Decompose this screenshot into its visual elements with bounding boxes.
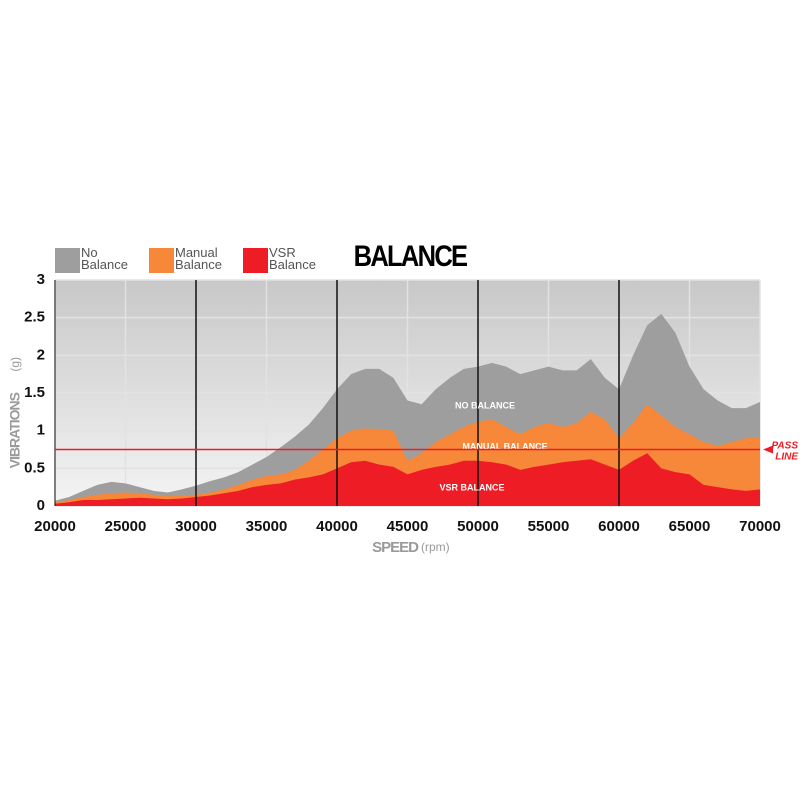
annotation: VSR BALANCE: [439, 482, 504, 492]
overlay: NO BALANCE MANUAL BALANCE VSR BALANCE: [54, 280, 760, 506]
x-tick-label: 40000: [316, 518, 358, 535]
legend-swatch: [149, 248, 174, 273]
x-tick-label: 50000: [457, 518, 499, 535]
legend-label: Manual Balance: [175, 245, 222, 272]
areas: [55, 313, 760, 506]
legend-label: VSR Balance: [269, 245, 316, 272]
y-axis-unit: (g): [8, 357, 22, 372]
y-tick-label: 2: [37, 346, 45, 363]
x-tick-label: 35000: [246, 518, 288, 535]
y-tick-label: 3: [37, 271, 45, 288]
y-tick-label: 0: [37, 497, 45, 514]
x-tick-label: 30000: [175, 518, 217, 535]
chart-title: BALANCE: [354, 239, 468, 272]
x-tick-label: 60000: [598, 518, 640, 535]
y-axis-label: VIBRATIONS: [7, 392, 23, 468]
x-tick-label: 20000: [34, 518, 76, 535]
legend-swatch: [55, 248, 80, 273]
x-tick-label: 45000: [387, 518, 429, 535]
legend-label: No Balance: [81, 245, 128, 272]
legend-swatch: [243, 248, 268, 273]
y-tick-label: 1: [37, 422, 45, 439]
x-axis-label: SPEED: [372, 539, 419, 556]
x-tick-label: 65000: [669, 518, 711, 535]
annotation: NO BALANCE: [455, 400, 515, 410]
area: [55, 453, 760, 506]
y-tick-label: 2.5: [24, 309, 45, 326]
pass-arrow: [763, 445, 773, 454]
x-tick-label: 70000: [739, 518, 781, 535]
x-axis-unit: (rpm): [421, 540, 450, 554]
x-tick-label: 55000: [528, 518, 570, 535]
y-tick-label: 0.5: [24, 459, 45, 476]
annotation: MANUAL BALANCE: [462, 441, 547, 451]
y-tick-label: 1.5: [24, 384, 45, 401]
pass-line-label: PASS LINE: [772, 440, 799, 462]
x-tick-label: 25000: [105, 518, 147, 535]
